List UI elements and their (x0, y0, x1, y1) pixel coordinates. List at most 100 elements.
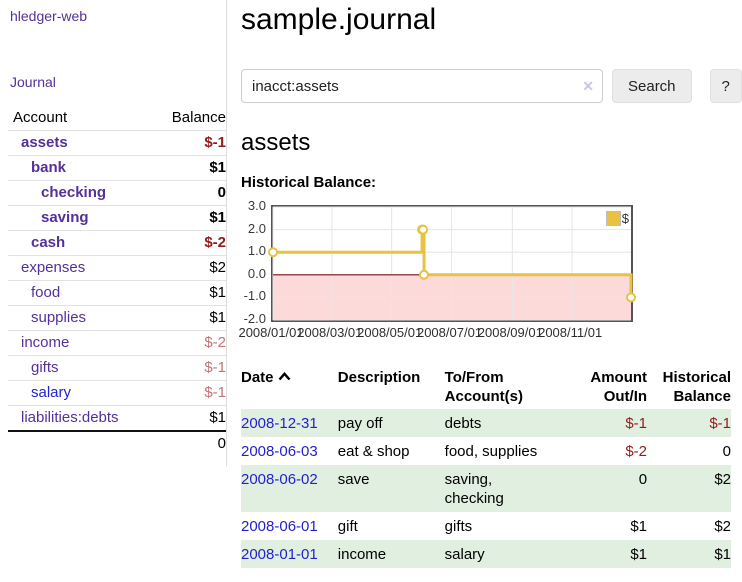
page-title: sample.journal (241, 3, 437, 36)
transaction-date-link[interactable]: 2008-06-03 (241, 443, 318, 460)
account-link-income[interactable]: income (21, 334, 70, 351)
transaction-accounts: food, supplies (444, 443, 538, 460)
sidebar-item-journal: Journal (10, 74, 226, 92)
account-balance: 0 (149, 180, 226, 206)
account-row: cash $-2 (8, 230, 226, 256)
account-row: food $1 (8, 280, 226, 306)
x-axis-tick: 2008/11/01 (538, 325, 603, 340)
journal-link[interactable]: Journal (10, 74, 56, 90)
account-balance: $1 (149, 155, 226, 181)
col-date[interactable]: Date (241, 365, 338, 409)
transaction-accounts: debts (444, 415, 482, 432)
account-link-saving[interactable]: saving (41, 209, 89, 226)
transaction-date-link[interactable]: 2008-06-02 (241, 471, 318, 488)
accounts-col-balance: Balance (149, 106, 226, 131)
account-link-salary[interactable]: salary (31, 384, 72, 401)
col-description: Description (337, 369, 421, 386)
legend-label: $ (621, 211, 629, 226)
transaction-row[interactable]: 2008-06-01 gift gifts $1 $2 (241, 512, 731, 540)
account-link-assets[interactable]: assets (21, 134, 68, 151)
y-axis-tick: 1.0 (247, 243, 266, 259)
chart-legend: $ (605, 211, 629, 226)
accounts-header-row: Account Balance (8, 106, 226, 131)
account-balance: $-2 (149, 330, 226, 356)
transaction-balance: $-1 (709, 415, 731, 432)
account-balance: $1 (149, 305, 226, 331)
transaction-balance: $2 (714, 471, 731, 488)
page: hledger-web Journal Account Balance asse… (0, 0, 742, 568)
x-axis-tick: 2008/09/01 (477, 325, 543, 340)
legend-swatch-icon (605, 211, 621, 226)
app-title: hledger-web (10, 8, 226, 26)
col-amount: Amount Out/In (590, 369, 648, 405)
account-balance: $-1 (149, 380, 226, 406)
y-axis-tick: 2.0 (247, 220, 266, 236)
transaction-row[interactable]: 2008-01-01 income salary $1 $1 (241, 540, 731, 568)
account-balance: $-2 (149, 230, 226, 256)
account-link-supplies[interactable]: supplies (31, 309, 87, 326)
transaction-amount: 0 (638, 471, 648, 488)
transaction-amount: $-1 (625, 415, 648, 432)
transactions-table: Date Description To/From Account(s) Amou… (241, 365, 731, 568)
transaction-row[interactable]: 2008-06-02 save saving, checking 0 $2 (241, 465, 731, 512)
clear-search-icon[interactable]: ✕ (582, 78, 594, 94)
account-row: gifts $-1 (8, 355, 226, 381)
account-row: bank $1 (8, 155, 226, 181)
account-balance: $-1 (149, 355, 226, 381)
transaction-balance: $2 (714, 518, 731, 535)
transaction-date-link[interactable]: 2008-12-31 (241, 415, 318, 432)
account-row: supplies $1 (8, 305, 226, 331)
transaction-date-link[interactable]: 2008-06-01 (241, 518, 318, 535)
transaction-row[interactable]: 2008-06-03 eat & shop food, supplies $-2… (241, 437, 731, 465)
account-row: liabilities:debts $1 (8, 405, 226, 432)
accounts-total: 0 (149, 430, 226, 456)
account-row: checking 0 (8, 180, 226, 206)
account-row: saving $1 (8, 205, 226, 231)
account-link-food[interactable]: food (31, 284, 61, 301)
transaction-amount: $-2 (625, 443, 648, 460)
y-axis-labels: 3.0 2.0 1.0 0.0 -1.0 -2.0 (238, 199, 266, 326)
account-link-gifts[interactable]: gifts (31, 359, 59, 376)
transaction-accounts: salary (444, 546, 485, 563)
account-balance: $2 (149, 255, 226, 281)
transaction-balance: 0 (722, 443, 731, 460)
account-link-bank[interactable]: bank (31, 159, 67, 176)
main-content: sample.journal ✕ Search ? assets Histori… (227, 0, 742, 568)
transaction-balance: $1 (714, 546, 731, 563)
chart-title: Historical Balance: (241, 174, 377, 191)
account-heading: assets (241, 129, 311, 156)
x-axis-tick: 2008/05/01 (357, 325, 423, 340)
account-row: expenses $2 (8, 255, 226, 281)
historical-balance-chart: 3.0 2.0 1.0 0.0 -1.0 -2.0 $ (244, 199, 636, 326)
search-button[interactable]: Search (612, 69, 692, 103)
account-balance: $-1 (149, 130, 226, 156)
y-axis-tick: -1.0 (243, 288, 266, 304)
transaction-description: income (337, 546, 387, 563)
transactions-header-row: Date Description To/From Account(s) Amou… (241, 365, 731, 409)
accounts-total-row: 0 (8, 430, 226, 456)
app-title-link[interactable]: hledger-web (10, 8, 88, 24)
account-link-checking[interactable]: checking (41, 184, 107, 201)
sidebar: hledger-web Journal Account Balance asse… (0, 0, 227, 466)
chart-plot (268, 206, 636, 321)
search-form: ✕ Search ? (241, 69, 742, 103)
account-link-liabilities-debts[interactable]: liabilities:debts (21, 409, 119, 426)
transaction-date-link[interactable]: 2008-01-01 (241, 546, 318, 563)
sort-asc-icon (278, 372, 290, 381)
account-link-cash[interactable]: cash (31, 234, 66, 251)
search-input[interactable] (241, 69, 603, 103)
help-button[interactable]: ? (709, 69, 742, 103)
x-axis-labels: 2008/01/01 2008/03/01 2008/05/01 2008/07/01… (238, 325, 742, 343)
x-axis-tick: 2008/01/01 (238, 325, 304, 340)
col-balance: Historical Balance (662, 369, 731, 405)
transaction-description: gift (337, 518, 358, 535)
account-balance: $1 (149, 405, 226, 432)
transaction-description: eat & shop (337, 443, 410, 460)
account-row: assets $-1 (8, 130, 226, 156)
transaction-row[interactable]: 2008-12-31 pay off debts $-1 $-1 (241, 409, 731, 437)
account-row: income $-2 (8, 330, 226, 356)
x-axis-tick: 2008/07/01 (416, 325, 483, 340)
account-link-expenses[interactable]: expenses (21, 259, 86, 276)
account-balance: $1 (149, 205, 226, 231)
y-axis-tick: -2.0 (243, 311, 266, 326)
